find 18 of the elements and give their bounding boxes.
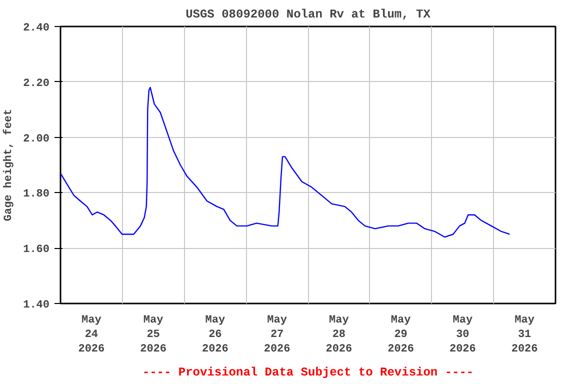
x-tick-label: May 27 2026: [264, 314, 290, 356]
text: ---- Provisional Data Subject to Revision ----: [142, 366, 474, 380]
x-tick-label: May 28 2026: [326, 314, 352, 356]
chart-title: USGS 08092000 Nolan Rv at Blum, TX: [186, 8, 432, 22]
y-tick-label: 2.20: [23, 78, 50, 90]
y-axis-title: Gage height, feet: [2, 108, 16, 222]
y-tick-label: 2.40: [23, 22, 50, 34]
y-tick-label: 1.80: [23, 188, 50, 201]
x-tick-label: May 29 2026: [388, 314, 414, 356]
x-tick-label: May 31 2026: [511, 314, 538, 356]
x-tick-label: May 24 2026: [78, 314, 105, 356]
y-tick-label: 2.00: [23, 133, 50, 146]
x-tick-label: May 25 2026: [140, 314, 167, 356]
x-tick-label: May 30 2026: [449, 314, 476, 356]
line-series: [60, 86, 510, 238]
y-tick-label: 1.40: [23, 300, 50, 312]
y-tick-label: 1.60: [23, 244, 50, 256]
x-tick-label: May 26 2026: [202, 314, 228, 356]
